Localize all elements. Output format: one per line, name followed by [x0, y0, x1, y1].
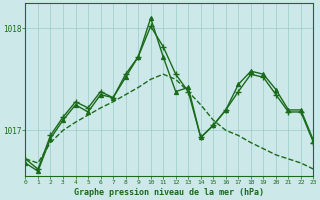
X-axis label: Graphe pression niveau de la mer (hPa): Graphe pression niveau de la mer (hPa) [75, 188, 264, 197]
